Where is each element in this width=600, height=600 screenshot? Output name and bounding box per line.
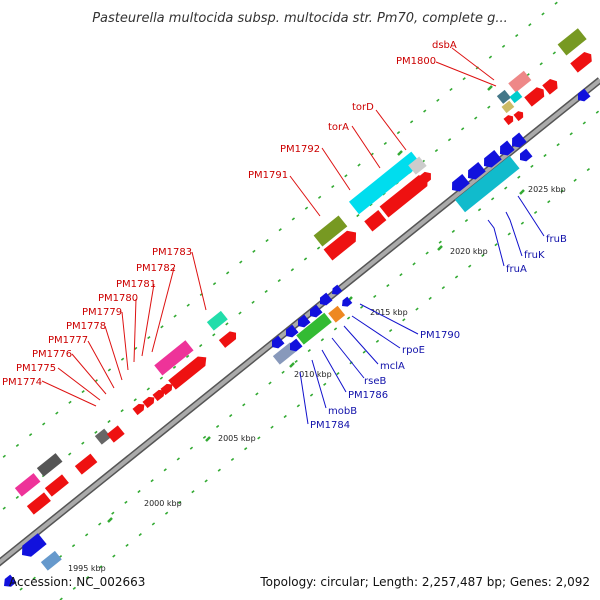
gene-feature[interactable] bbox=[132, 401, 146, 416]
gene-feature[interactable] bbox=[508, 70, 532, 93]
gene-label[interactable]: mclA bbox=[380, 361, 405, 372]
gene-feature[interactable] bbox=[501, 100, 515, 114]
map-title: Pasteurella multocida subsp. multocida s… bbox=[92, 11, 508, 26]
tick-label: 1995 kbp bbox=[68, 564, 106, 573]
gene-feature[interactable] bbox=[313, 215, 348, 247]
reverse-genes bbox=[1, 88, 591, 590]
tick-label: 2015 kbp bbox=[370, 308, 408, 317]
gene-feature[interactable] bbox=[154, 340, 194, 376]
gene-feature[interactable] bbox=[570, 50, 595, 73]
gene-label[interactable]: PM1800 bbox=[396, 56, 436, 67]
gene-feature[interactable] bbox=[408, 156, 427, 175]
gene-feature[interactable] bbox=[40, 550, 62, 571]
gene-feature[interactable] bbox=[44, 474, 69, 497]
gene-feature[interactable] bbox=[503, 113, 515, 126]
gene-feature[interactable] bbox=[513, 109, 525, 122]
gene-label[interactable]: torA bbox=[328, 122, 349, 133]
gene-feature[interactable] bbox=[524, 85, 547, 107]
gene-label[interactable]: PM1791 bbox=[248, 170, 288, 181]
gene-feature[interactable] bbox=[94, 428, 112, 445]
gene-feature[interactable] bbox=[416, 169, 434, 186]
tick-label: 2005 kbp bbox=[218, 434, 256, 443]
gene-label[interactable]: torD bbox=[352, 102, 374, 113]
gene-feature[interactable] bbox=[379, 171, 432, 218]
gene-feature[interactable] bbox=[218, 329, 239, 348]
gene-feature[interactable] bbox=[317, 292, 333, 308]
gene-label[interactable]: fruB bbox=[546, 234, 567, 245]
gene-label[interactable]: PM1781 bbox=[116, 279, 156, 290]
gene-feature[interactable] bbox=[557, 28, 587, 56]
gene-label[interactable]: rpoE bbox=[402, 345, 425, 356]
gene-label[interactable]: PM1774 bbox=[2, 377, 42, 388]
gene-feature[interactable] bbox=[448, 174, 470, 195]
gene-feature[interactable] bbox=[26, 492, 51, 515]
gene-label[interactable]: mobB bbox=[328, 406, 357, 417]
gene-label[interactable]: fruA bbox=[506, 264, 527, 275]
gene-label[interactable]: PM1784 bbox=[310, 420, 350, 431]
reverse-label-leaders bbox=[299, 195, 545, 425]
gene-feature[interactable] bbox=[18, 533, 47, 560]
gene-feature[interactable] bbox=[283, 324, 299, 340]
tick-labels: 1995 kbp 2000 kbp 2005 kbp 2010 kbp 2015… bbox=[68, 185, 566, 573]
gene-feature[interactable] bbox=[348, 151, 422, 215]
topology-text: Topology: circular; Length: 2,257,487 bp… bbox=[259, 575, 590, 589]
gene-feature[interactable] bbox=[106, 425, 125, 443]
tick-label: 2010 kbp bbox=[294, 370, 332, 379]
gene-feature[interactable] bbox=[152, 387, 166, 402]
gene-label[interactable]: dsbA bbox=[432, 40, 457, 51]
gene-label[interactable]: fruK bbox=[524, 250, 545, 261]
gene-feature[interactable] bbox=[295, 314, 311, 330]
gene-feature[interactable] bbox=[269, 335, 285, 351]
gene-feature[interactable] bbox=[480, 150, 502, 171]
gene-label[interactable]: PM1790 bbox=[420, 330, 460, 341]
gene-label[interactable]: PM1786 bbox=[348, 390, 388, 401]
forward-gene-labels: PM1774 PM1775 PM1776 PM1777 PM1778 PM177… bbox=[2, 40, 457, 388]
gene-label[interactable]: PM1775 bbox=[16, 363, 56, 374]
gene-feature[interactable] bbox=[323, 227, 361, 261]
gene-feature[interactable] bbox=[454, 155, 520, 213]
accession-text: Accession: NC_002663 bbox=[9, 575, 145, 589]
gene-feature[interactable] bbox=[364, 210, 387, 232]
forward-genes bbox=[14, 28, 595, 515]
gene-feature[interactable] bbox=[542, 77, 560, 95]
gene-feature[interactable] bbox=[307, 304, 323, 320]
gene-label[interactable]: PM1776 bbox=[32, 349, 72, 360]
gene-feature[interactable] bbox=[339, 296, 353, 310]
gene-label[interactable]: PM1778 bbox=[66, 321, 106, 332]
gene-label[interactable]: PM1792 bbox=[280, 144, 320, 155]
reverse-gene-labels: PM1784 mobB PM1786 rseB mclA rpoE PM1790… bbox=[310, 234, 567, 431]
gene-feature[interactable] bbox=[508, 132, 527, 151]
gene-feature[interactable] bbox=[142, 394, 156, 409]
gene-label[interactable]: PM1783 bbox=[152, 247, 192, 258]
gene-feature[interactable] bbox=[517, 148, 533, 164]
tick-label: 2000 kbp bbox=[144, 499, 182, 508]
gene-feature[interactable] bbox=[14, 473, 41, 497]
gene-feature[interactable] bbox=[575, 88, 591, 104]
gene-feature[interactable] bbox=[160, 381, 174, 396]
gene-label[interactable]: PM1782 bbox=[136, 263, 176, 274]
gene-feature[interactable] bbox=[464, 162, 486, 183]
gene-feature[interactable] bbox=[168, 353, 210, 390]
gene-label[interactable]: PM1780 bbox=[98, 293, 138, 304]
gene-label[interactable]: rseB bbox=[364, 376, 386, 387]
gene-feature[interactable] bbox=[328, 305, 346, 323]
gene-feature[interactable] bbox=[509, 90, 523, 104]
tick-label: 2025 kbp bbox=[528, 185, 566, 194]
gene-feature[interactable] bbox=[1, 574, 17, 590]
tick-label: 2020 kbp bbox=[450, 247, 488, 256]
gene-label[interactable]: PM1777 bbox=[48, 335, 88, 346]
gene-feature[interactable] bbox=[496, 89, 511, 104]
gene-feature[interactable] bbox=[496, 140, 515, 159]
gene-feature[interactable] bbox=[206, 310, 228, 331]
gene-feature[interactable] bbox=[287, 338, 303, 354]
gene-feature[interactable] bbox=[296, 312, 332, 345]
forward-label-leaders bbox=[41, 47, 497, 407]
gene-feature[interactable] bbox=[74, 453, 98, 475]
gene-feature[interactable] bbox=[329, 284, 343, 298]
gene-feature[interactable] bbox=[36, 453, 63, 477]
gene-label[interactable]: PM1779 bbox=[82, 307, 122, 318]
